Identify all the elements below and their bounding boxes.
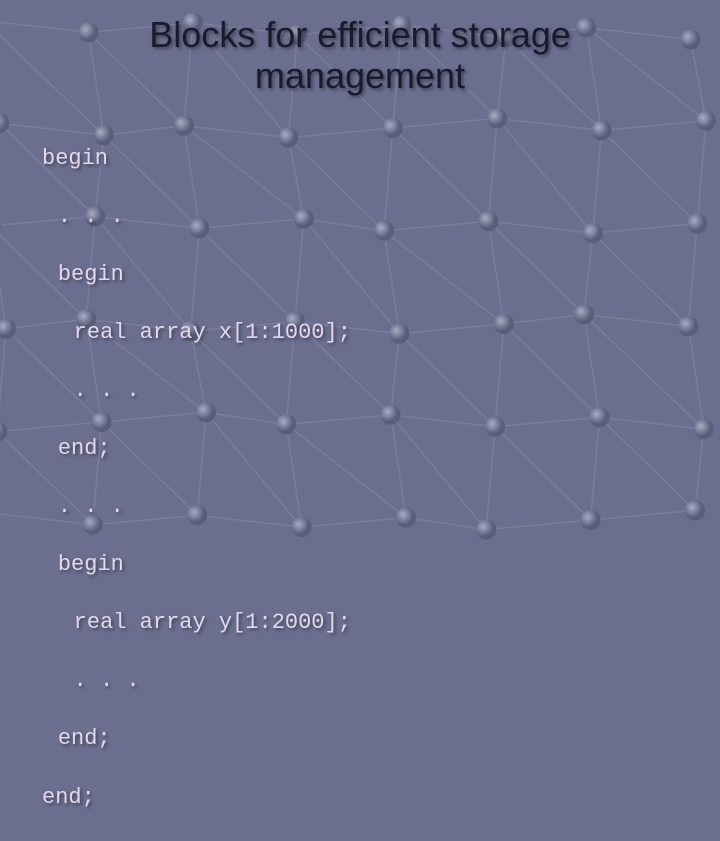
title-line-2: management	[255, 55, 465, 96]
code-line: . . .	[42, 202, 720, 231]
code-line: begin	[42, 260, 720, 289]
slide-title: Blocks for efficient storage management	[0, 0, 720, 97]
title-line-1: Blocks for efficient storage	[149, 14, 571, 55]
code-block: begin . . . begin real array x[1:1000]; …	[0, 97, 720, 841]
code-line: begin	[42, 144, 720, 173]
code-line: end;	[42, 434, 720, 463]
code-line: . . .	[42, 376, 720, 405]
code-line: end;	[42, 783, 720, 812]
code-line: real array x[1:1000];	[42, 318, 720, 347]
code-line: end;	[42, 724, 720, 753]
code-line: begin	[42, 550, 720, 579]
code-line: real array y[1:2000];	[42, 608, 720, 637]
code-line: . . .	[42, 666, 720, 695]
code-line: . . .	[42, 492, 720, 521]
